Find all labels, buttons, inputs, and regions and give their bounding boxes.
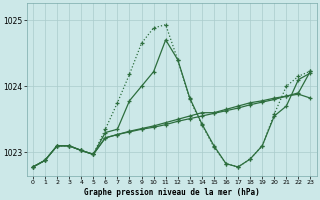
- X-axis label: Graphe pression niveau de la mer (hPa): Graphe pression niveau de la mer (hPa): [84, 188, 260, 197]
